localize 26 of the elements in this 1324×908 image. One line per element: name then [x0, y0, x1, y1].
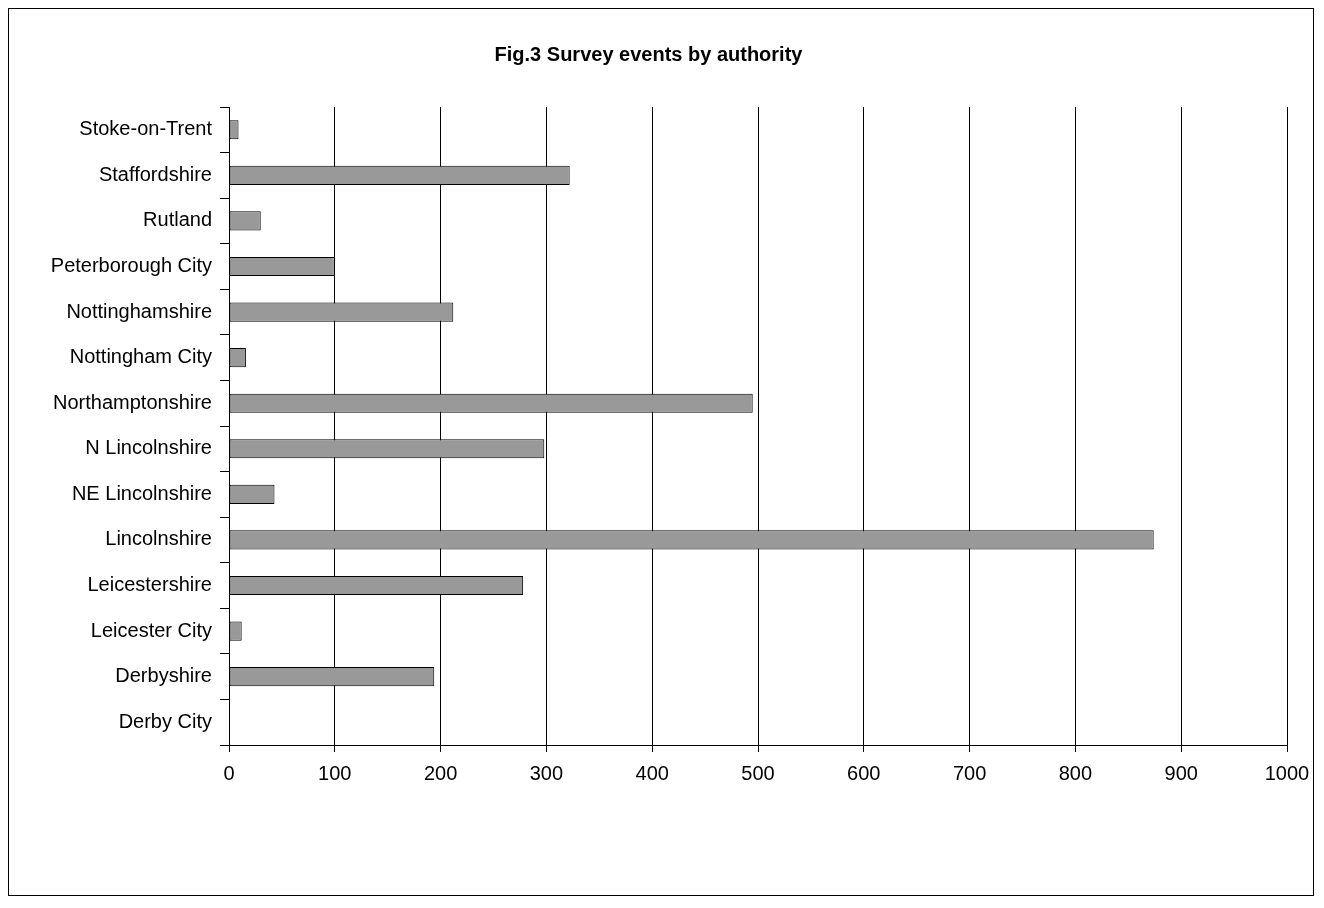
y-tick-label: N Lincolnshire	[85, 436, 212, 459]
y-tick-label: Derby City	[118, 709, 212, 732]
y-tick-label: Stoke-on-Trent	[79, 117, 213, 140]
x-tick-label: 200	[423, 761, 458, 784]
x-tick-label: 0	[223, 761, 235, 784]
x-tick-label: 800	[1058, 761, 1093, 784]
x-tick-label: 300	[529, 761, 564, 784]
x-tick-label: 100	[318, 761, 352, 784]
x-tick-label: 900	[1164, 761, 1198, 784]
y-tick-label: Derbyshire	[115, 664, 212, 687]
y-tick-label: Northamptonshire	[53, 390, 212, 413]
y-tick-label: Leicestershire	[87, 573, 212, 596]
y-tick-label: Staffordshire	[98, 162, 212, 185]
y-tick-label: Leicester City	[90, 618, 212, 641]
chart-title: Fig.3 Survey events by authority	[494, 42, 804, 65]
y-tick-label: Lincolnshire	[105, 527, 212, 550]
y-tick-label: Rutland	[143, 208, 212, 231]
y-tick-label: Peterborough City	[50, 254, 212, 277]
y-tick-label: Nottingham City	[69, 345, 212, 368]
x-tick-label: 500	[741, 761, 775, 784]
x-tick-label: 400	[635, 761, 669, 784]
y-tick-label: Nottinghamshire	[66, 299, 212, 322]
x-tick-label: 600	[847, 761, 881, 784]
x-tick-label: 700	[952, 761, 987, 784]
x-tick-label: 1000	[1264, 761, 1310, 784]
y-tick-label: NE Lincolnshire	[71, 481, 212, 504]
